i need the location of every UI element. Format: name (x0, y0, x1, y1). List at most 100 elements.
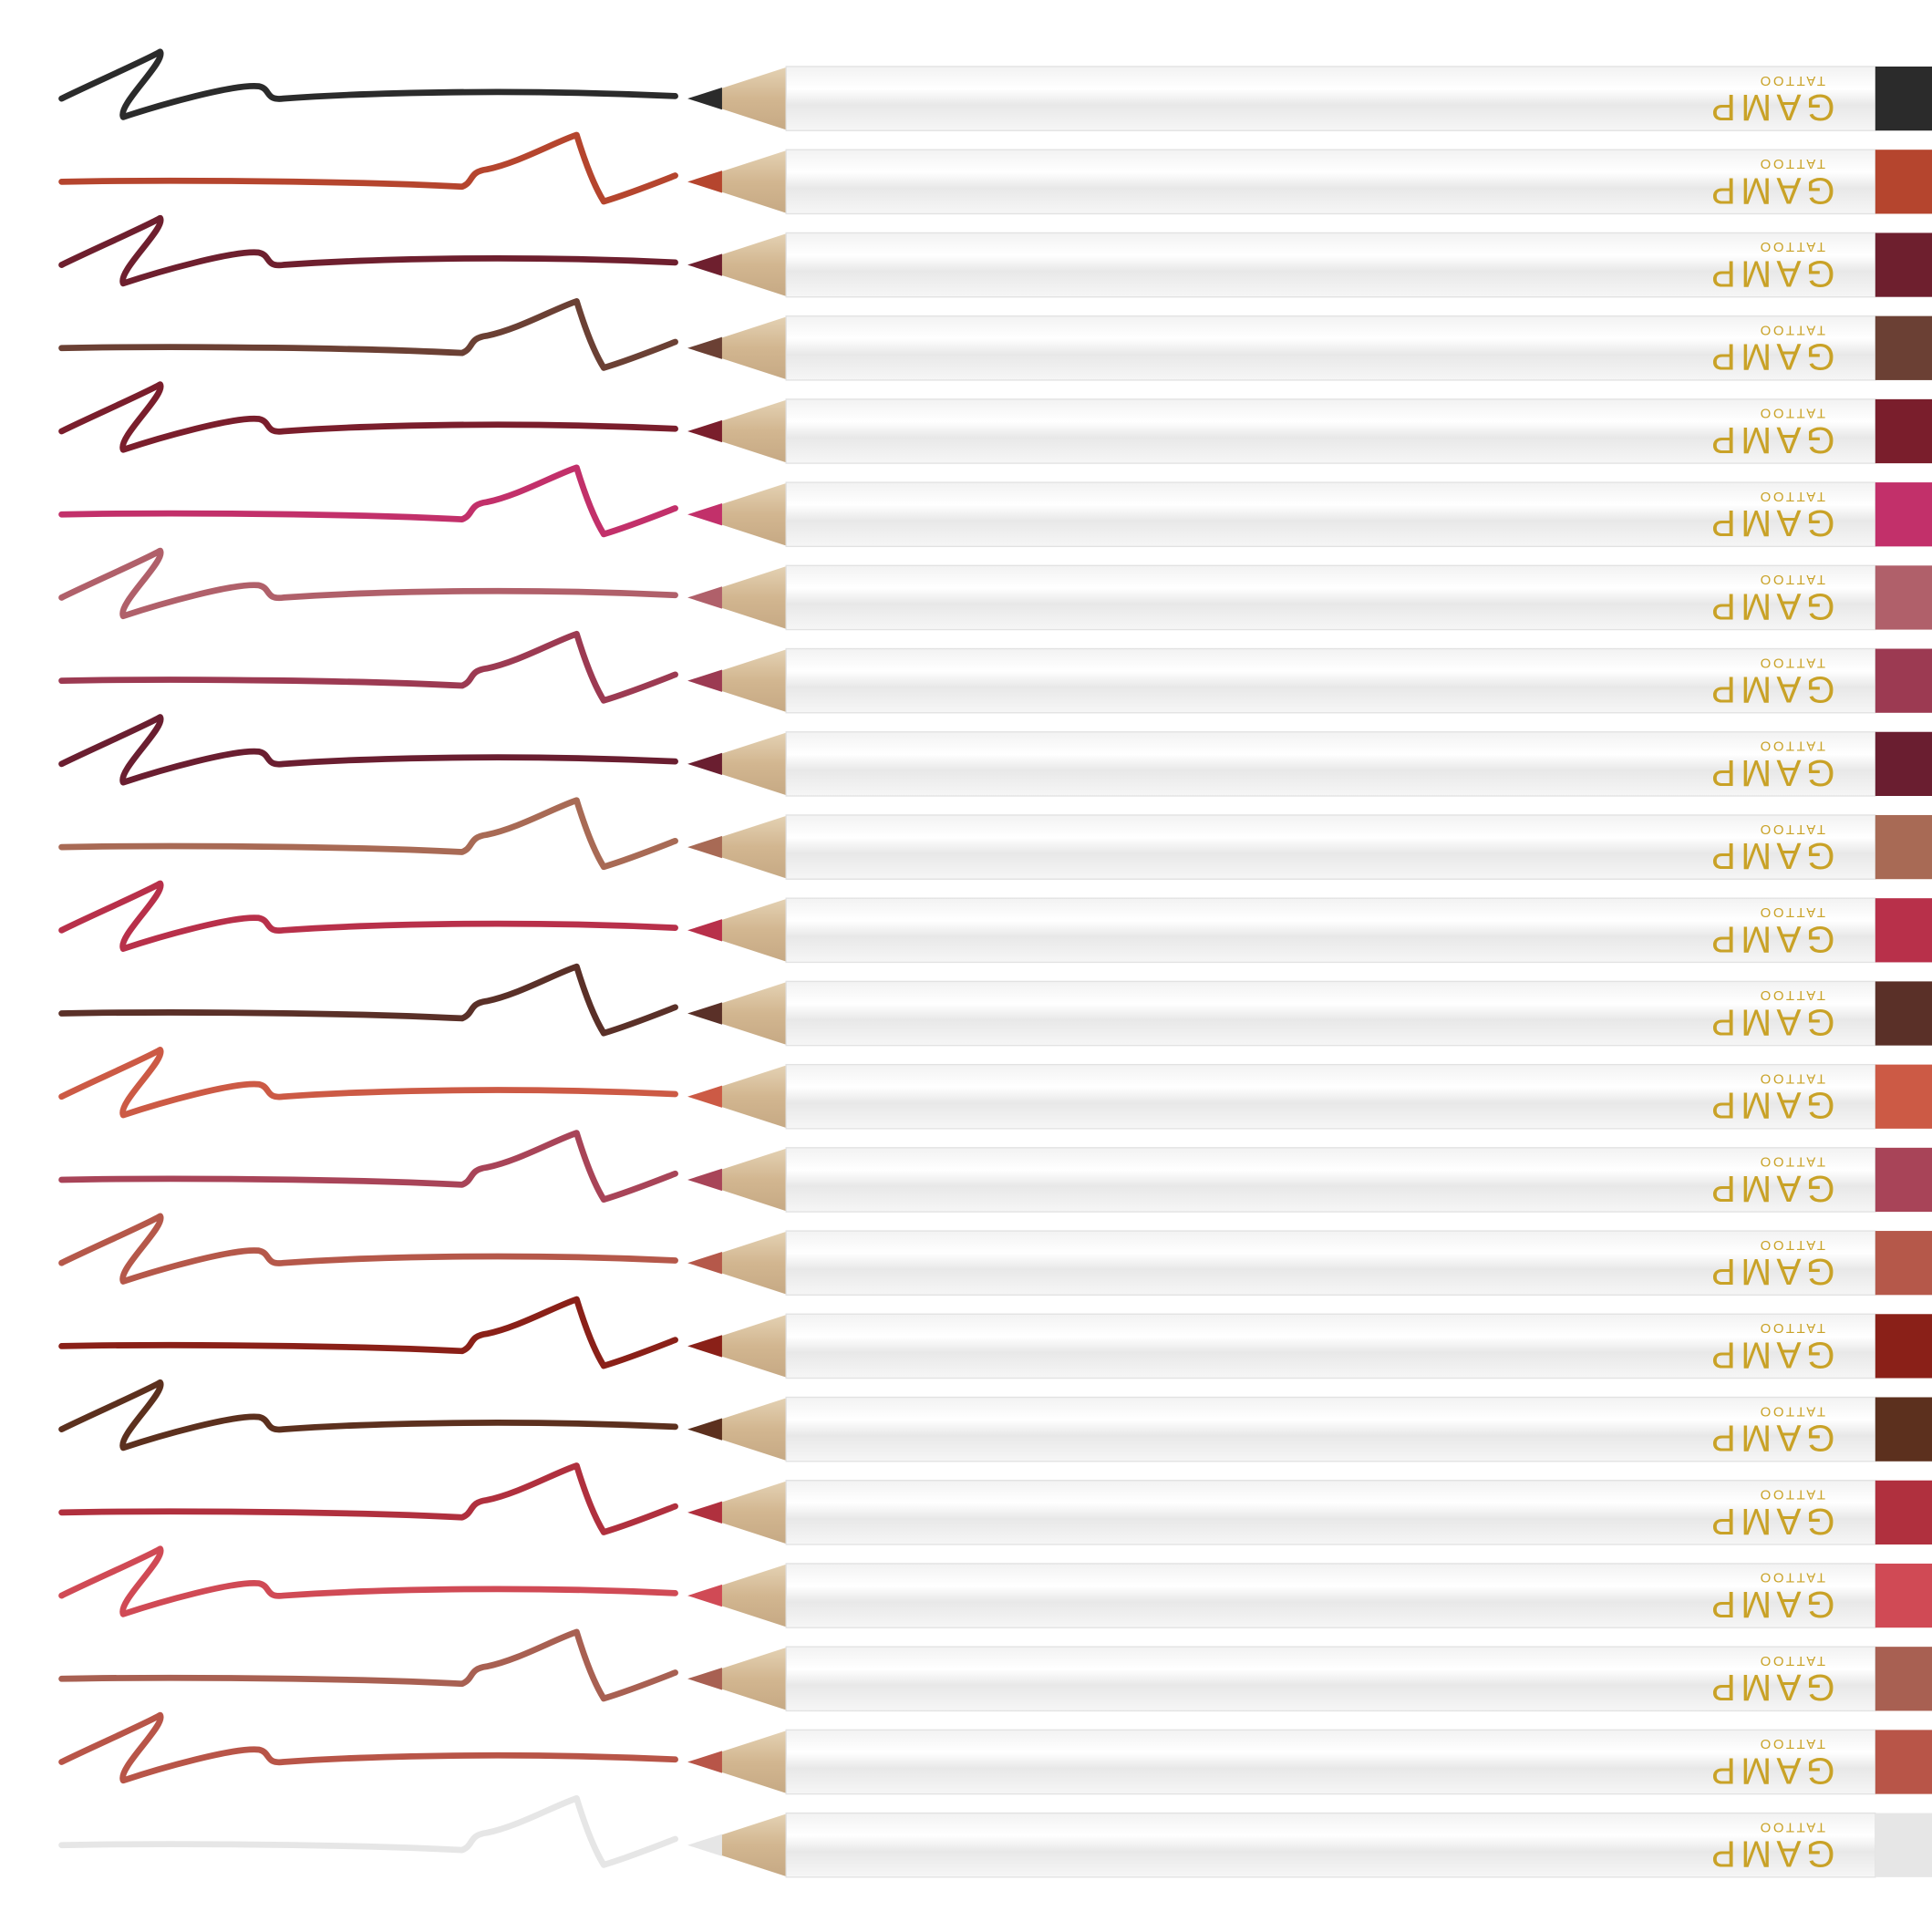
pencil-lead (687, 419, 722, 443)
pencil-body (785, 1313, 1876, 1379)
pencil-wood (689, 482, 789, 547)
pencil-body (785, 897, 1876, 964)
pencil-lead (687, 919, 722, 942)
pencil-lead (687, 586, 722, 609)
brand-name: GAMP (1706, 1334, 1834, 1376)
pencil-wood (689, 1314, 789, 1379)
swatch (58, 1296, 678, 1369)
pencil-lead (687, 1501, 722, 1524)
swatch (58, 963, 678, 1037)
swatch (58, 1379, 678, 1452)
pencil-lead (687, 1834, 722, 1856)
pencil-cap (1875, 398, 1932, 464)
swatch (58, 547, 678, 620)
pencil-body (785, 398, 1876, 464)
pencil-body (785, 1563, 1876, 1628)
swatch (58, 880, 678, 952)
brand-line: TATTOO (1758, 1403, 1825, 1418)
swatch (58, 464, 678, 538)
brand-line: TATTOO (1758, 739, 1825, 753)
pencil-cap (1875, 1147, 1932, 1213)
pencil-lead (687, 170, 722, 193)
pencil-cap (1875, 1813, 1932, 1877)
swatch (58, 1794, 678, 1868)
pencil-cap (1875, 1647, 1932, 1711)
pencil-wood (689, 398, 789, 464)
pencil-cap (1875, 981, 1932, 1046)
swatch (58, 214, 678, 287)
pencil-body (785, 814, 1876, 880)
pencil-wood (689, 1397, 789, 1462)
pencil-lead (687, 1751, 722, 1773)
pencil-cap (1875, 898, 1932, 963)
brand-line: TATTOO (1758, 1487, 1825, 1502)
pencil-lead (687, 1418, 722, 1441)
brand-line: TATTOO (1758, 1819, 1825, 1834)
pencil-cap (1875, 315, 1932, 380)
pencil-body (785, 1646, 1876, 1712)
pencil-wood (689, 150, 789, 214)
brand-line: TATTOO (1758, 987, 1825, 1002)
pencil-wood (689, 1563, 789, 1628)
brand-line: TATTOO (1758, 406, 1825, 420)
pencil-body (785, 481, 1876, 548)
pencil-lead (687, 1168, 722, 1192)
pencil-cap (1875, 1397, 1932, 1462)
brand-line: TATTOO (1758, 239, 1825, 253)
pencil-wood (689, 898, 789, 963)
swatch (58, 48, 678, 120)
pencil-cap (1875, 482, 1932, 547)
pencil-body (785, 1147, 1876, 1213)
swatch (58, 1047, 678, 1119)
brand-line: TATTOO (1758, 489, 1825, 503)
pencil-lead (687, 752, 722, 776)
pencil-cap (1875, 1064, 1932, 1129)
swatch (58, 630, 678, 704)
brand-name: GAMP (1706, 1501, 1834, 1543)
swatch (58, 1711, 678, 1784)
brand-line: TATTOO (1758, 1570, 1825, 1585)
pencil-lead (687, 1085, 722, 1108)
pencil-wood (689, 1231, 789, 1296)
brand-line: TATTOO (1758, 1320, 1825, 1335)
brand-line: TATTOO (1758, 322, 1825, 336)
brand-line: TATTOO (1758, 73, 1825, 88)
brand-name: GAMP (1706, 336, 1834, 378)
pencil-cap (1875, 648, 1932, 713)
pencil-cap (1875, 1314, 1932, 1379)
pencil-lead (687, 503, 722, 526)
pencil-wood (689, 814, 789, 880)
pencil-lead (687, 669, 722, 692)
pencil-lead (687, 1668, 722, 1690)
pencil-body (785, 315, 1876, 381)
pencil-body (785, 1812, 1876, 1878)
brand-name: GAMP (1706, 1667, 1834, 1709)
swatch (58, 797, 678, 871)
brand-line: TATTOO (1758, 655, 1825, 669)
brand-line: TATTOO (1758, 572, 1825, 586)
pencil-cap (1875, 814, 1932, 880)
brand-name: GAMP (1706, 1418, 1834, 1460)
swatch (58, 131, 678, 205)
